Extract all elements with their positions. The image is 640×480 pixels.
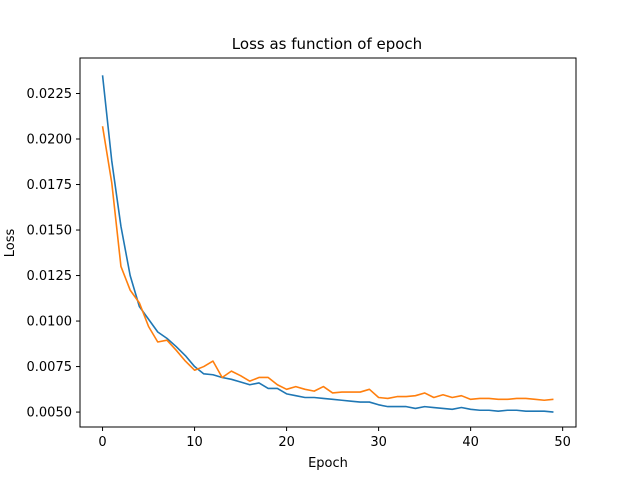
x-tick-label: 20 [278, 435, 295, 450]
chart-title: Loss as function of epoch [232, 35, 422, 53]
x-tick-label: 10 [186, 435, 203, 450]
series-line-1 [101, 126, 554, 402]
x-tick-label: 30 [370, 435, 387, 450]
y-tick-label: 0.0175 [27, 178, 73, 193]
x-axis-label: Epoch [308, 456, 348, 471]
y-tick-label: 0.0050 [27, 406, 73, 421]
y-tick-label: 0.0075 [27, 360, 73, 375]
x-axis-ticks: 0 10 20 30 40 50 [98, 427, 571, 450]
series-line-0 [101, 75, 554, 413]
y-tick-label: 0.0225 [27, 87, 73, 102]
y-tick-label: 0.0200 [27, 133, 73, 148]
plot-lines [101, 75, 554, 413]
y-axis-label: Loss [3, 229, 18, 258]
x-tick-label: 50 [554, 435, 571, 450]
y-tick-label: 0.0100 [27, 315, 73, 330]
x-tick-label: 0 [98, 435, 106, 450]
y-axis-ticks: 0.0050 0.0075 0.0100 0.0125 0.0150 0.0175 0.02… [27, 87, 80, 421]
plot-frame [79, 57, 577, 428]
x-tick-label: 40 [462, 435, 479, 450]
y-tick-label: 0.0125 [27, 269, 73, 284]
y-tick-label: 0.0150 [27, 224, 73, 239]
